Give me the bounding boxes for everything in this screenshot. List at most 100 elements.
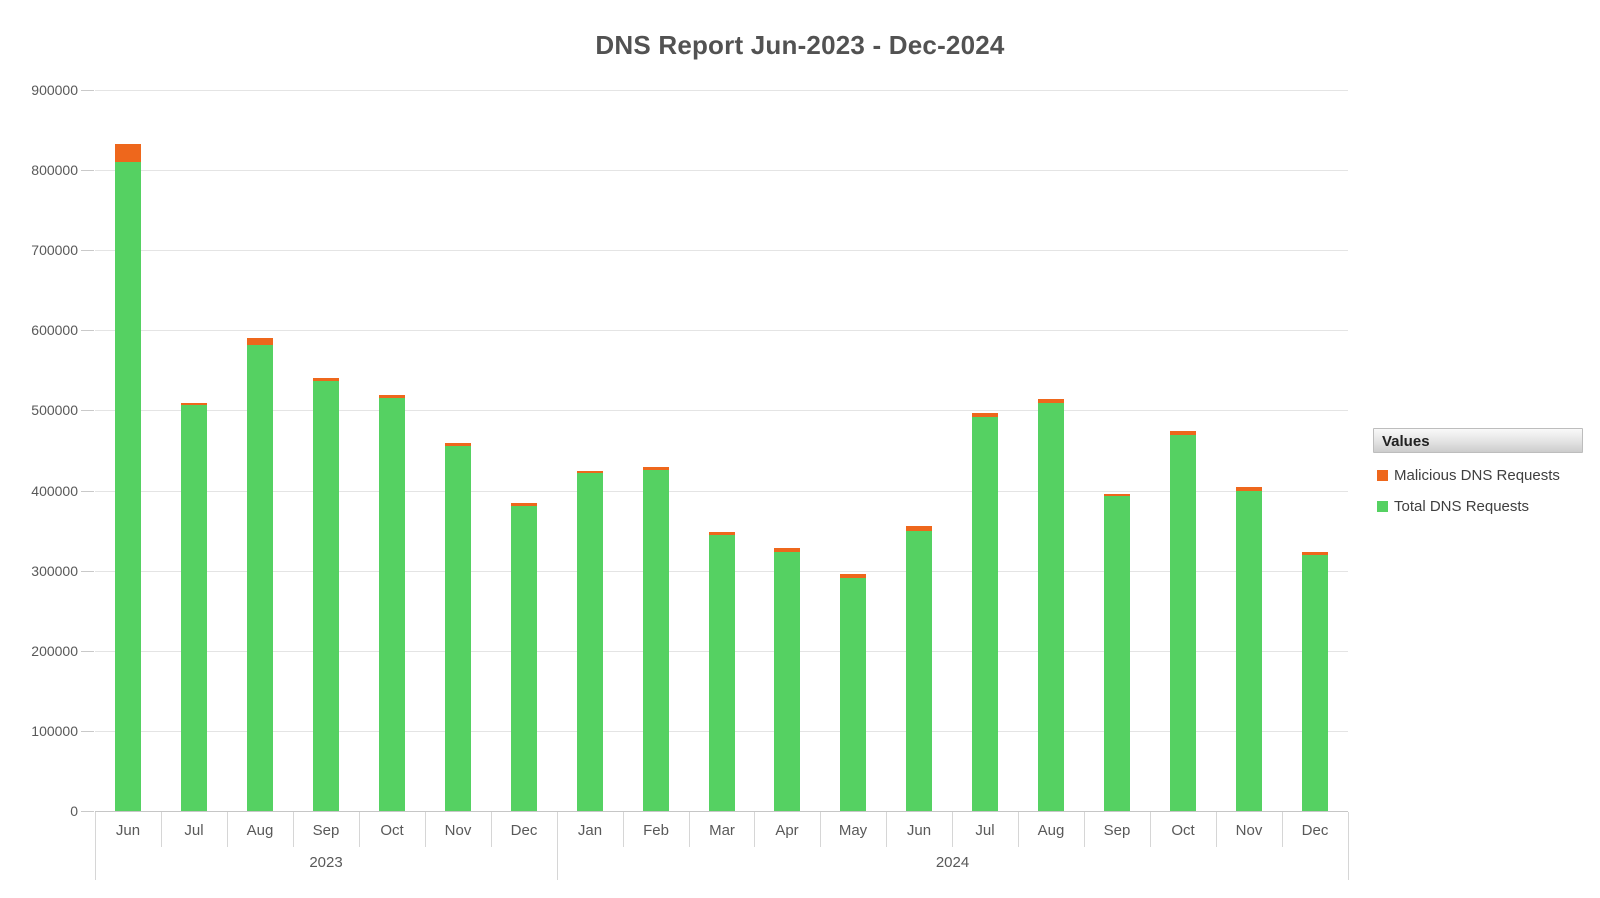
- legend: Values Malicious DNS Requests Total DNS …: [1373, 428, 1585, 515]
- bar-total-segment[interactable]: [774, 552, 800, 811]
- bar-malicious-segment[interactable]: [972, 412, 998, 417]
- bar-total-segment[interactable]: [906, 530, 932, 811]
- bar-total-segment[interactable]: [511, 505, 537, 811]
- y-axis-tick: [81, 491, 94, 492]
- x-axis-month-label: Apr: [775, 822, 799, 839]
- x-axis-month-label: Aug: [1037, 822, 1065, 839]
- month-separator: [1216, 812, 1217, 847]
- bar-malicious-segment[interactable]: [247, 338, 273, 345]
- bar-malicious-segment[interactable]: [643, 467, 669, 470]
- bar-malicious-segment[interactable]: [1236, 487, 1262, 491]
- y-axis-tick-label: 700000: [31, 242, 78, 258]
- bar-malicious-segment[interactable]: [511, 503, 537, 506]
- bar-total-segment[interactable]: [1038, 403, 1064, 811]
- bar-malicious-segment[interactable]: [445, 443, 471, 447]
- year-separator: [1348, 812, 1349, 880]
- bar-total-segment[interactable]: [115, 162, 141, 811]
- y-axis-tick: [81, 170, 94, 171]
- y-axis-tick-label: 300000: [31, 563, 78, 579]
- month-separator: [161, 812, 162, 847]
- gridline: [95, 170, 1348, 171]
- x-axis-month-label: Jul: [975, 822, 995, 839]
- x-axis-year-label: 2024: [935, 854, 970, 871]
- malicious-series-swatch-icon: [1377, 470, 1388, 481]
- bar-total-segment[interactable]: [643, 469, 669, 811]
- y-axis-tick: [81, 571, 94, 572]
- bar-malicious-segment[interactable]: [906, 525, 932, 531]
- y-axis-tick: [81, 811, 94, 812]
- month-separator: [689, 812, 690, 847]
- month-separator: [1084, 812, 1085, 847]
- bar-malicious-segment[interactable]: [1038, 399, 1064, 404]
- bar-malicious-segment[interactable]: [181, 402, 207, 405]
- x-axis-month-label: Feb: [643, 822, 669, 839]
- month-separator: [1282, 812, 1283, 847]
- y-axis-tick: [81, 410, 94, 411]
- x-axis-month-label: Sep: [312, 822, 340, 839]
- bar-malicious-segment[interactable]: [379, 395, 405, 399]
- month-separator: [491, 812, 492, 847]
- x-axis-month-label: Jun: [115, 822, 141, 839]
- legend-item-total: Total DNS Requests: [1373, 498, 1585, 515]
- bar-total-segment[interactable]: [379, 398, 405, 811]
- gridline: [95, 410, 1348, 411]
- month-separator: [623, 812, 624, 847]
- bar-total-segment[interactable]: [709, 535, 735, 811]
- month-separator: [820, 812, 821, 847]
- month-separator: [359, 812, 360, 847]
- bar-total-segment[interactable]: [840, 577, 866, 811]
- x-axis-month-label: Dec: [510, 822, 538, 839]
- bar-total-segment[interactable]: [1170, 435, 1196, 811]
- bar-total-segment[interactable]: [577, 472, 603, 811]
- month-separator: [293, 812, 294, 847]
- bar-total-segment[interactable]: [1302, 554, 1328, 811]
- bar-malicious-segment[interactable]: [313, 377, 339, 381]
- gridline: [95, 90, 1348, 91]
- month-separator: [886, 812, 887, 847]
- gridline: [95, 491, 1348, 492]
- bar-total-segment[interactable]: [445, 446, 471, 811]
- bar-malicious-segment[interactable]: [774, 548, 800, 553]
- chart-title: DNS Report Jun-2023 - Dec-2024: [595, 30, 1005, 60]
- y-axis-tick-label: 800000: [31, 162, 78, 178]
- bar-malicious-segment[interactable]: [840, 573, 866, 578]
- bar-malicious-segment[interactable]: [115, 143, 141, 163]
- bar-total-segment[interactable]: [313, 380, 339, 811]
- y-axis-tick: [81, 731, 94, 732]
- bar-total-segment[interactable]: [972, 416, 998, 811]
- bar-total-segment[interactable]: [181, 404, 207, 811]
- bar-total-segment[interactable]: [1236, 490, 1262, 811]
- bar-total-segment[interactable]: [1104, 496, 1130, 811]
- x-axis-line: [95, 811, 1348, 812]
- month-separator: [952, 812, 953, 847]
- month-separator: [1150, 812, 1151, 847]
- x-axis-month-label: Oct: [1171, 822, 1195, 839]
- y-axis-tick-label: 900000: [31, 82, 78, 98]
- y-axis-tick: [81, 330, 94, 331]
- x-axis-month-label: Mar: [709, 822, 735, 839]
- x-axis-month-label: Aug: [246, 822, 274, 839]
- bar-total-segment[interactable]: [247, 344, 273, 811]
- bar-malicious-segment[interactable]: [1302, 552, 1328, 555]
- bar-malicious-segment[interactable]: [1104, 493, 1130, 497]
- y-axis-tick-label: 400000: [31, 483, 78, 499]
- x-axis-month-label: Jul: [184, 822, 204, 839]
- total-series-swatch-icon: [1377, 501, 1388, 512]
- bar-malicious-segment[interactable]: [709, 532, 735, 536]
- x-axis-month-label: Jan: [577, 822, 603, 839]
- month-separator: [227, 812, 228, 847]
- month-separator: [425, 812, 426, 847]
- y-axis-tick-label: 200000: [31, 643, 78, 659]
- y-axis-tick-label: 0: [70, 803, 78, 819]
- x-axis-year-label: 2023: [309, 854, 343, 871]
- x-axis-month-label: Dec: [1301, 822, 1329, 839]
- x-axis-month-label: Oct: [380, 822, 404, 839]
- bar-malicious-segment[interactable]: [577, 470, 603, 473]
- legend-item-label: Malicious DNS Requests: [1394, 467, 1560, 484]
- y-axis-tick-label: 500000: [31, 402, 78, 418]
- y-axis-tick: [81, 651, 94, 652]
- legend-values-field-button[interactable]: Values: [1373, 428, 1583, 453]
- y-axis-tick: [81, 90, 94, 91]
- bar-malicious-segment[interactable]: [1170, 431, 1196, 436]
